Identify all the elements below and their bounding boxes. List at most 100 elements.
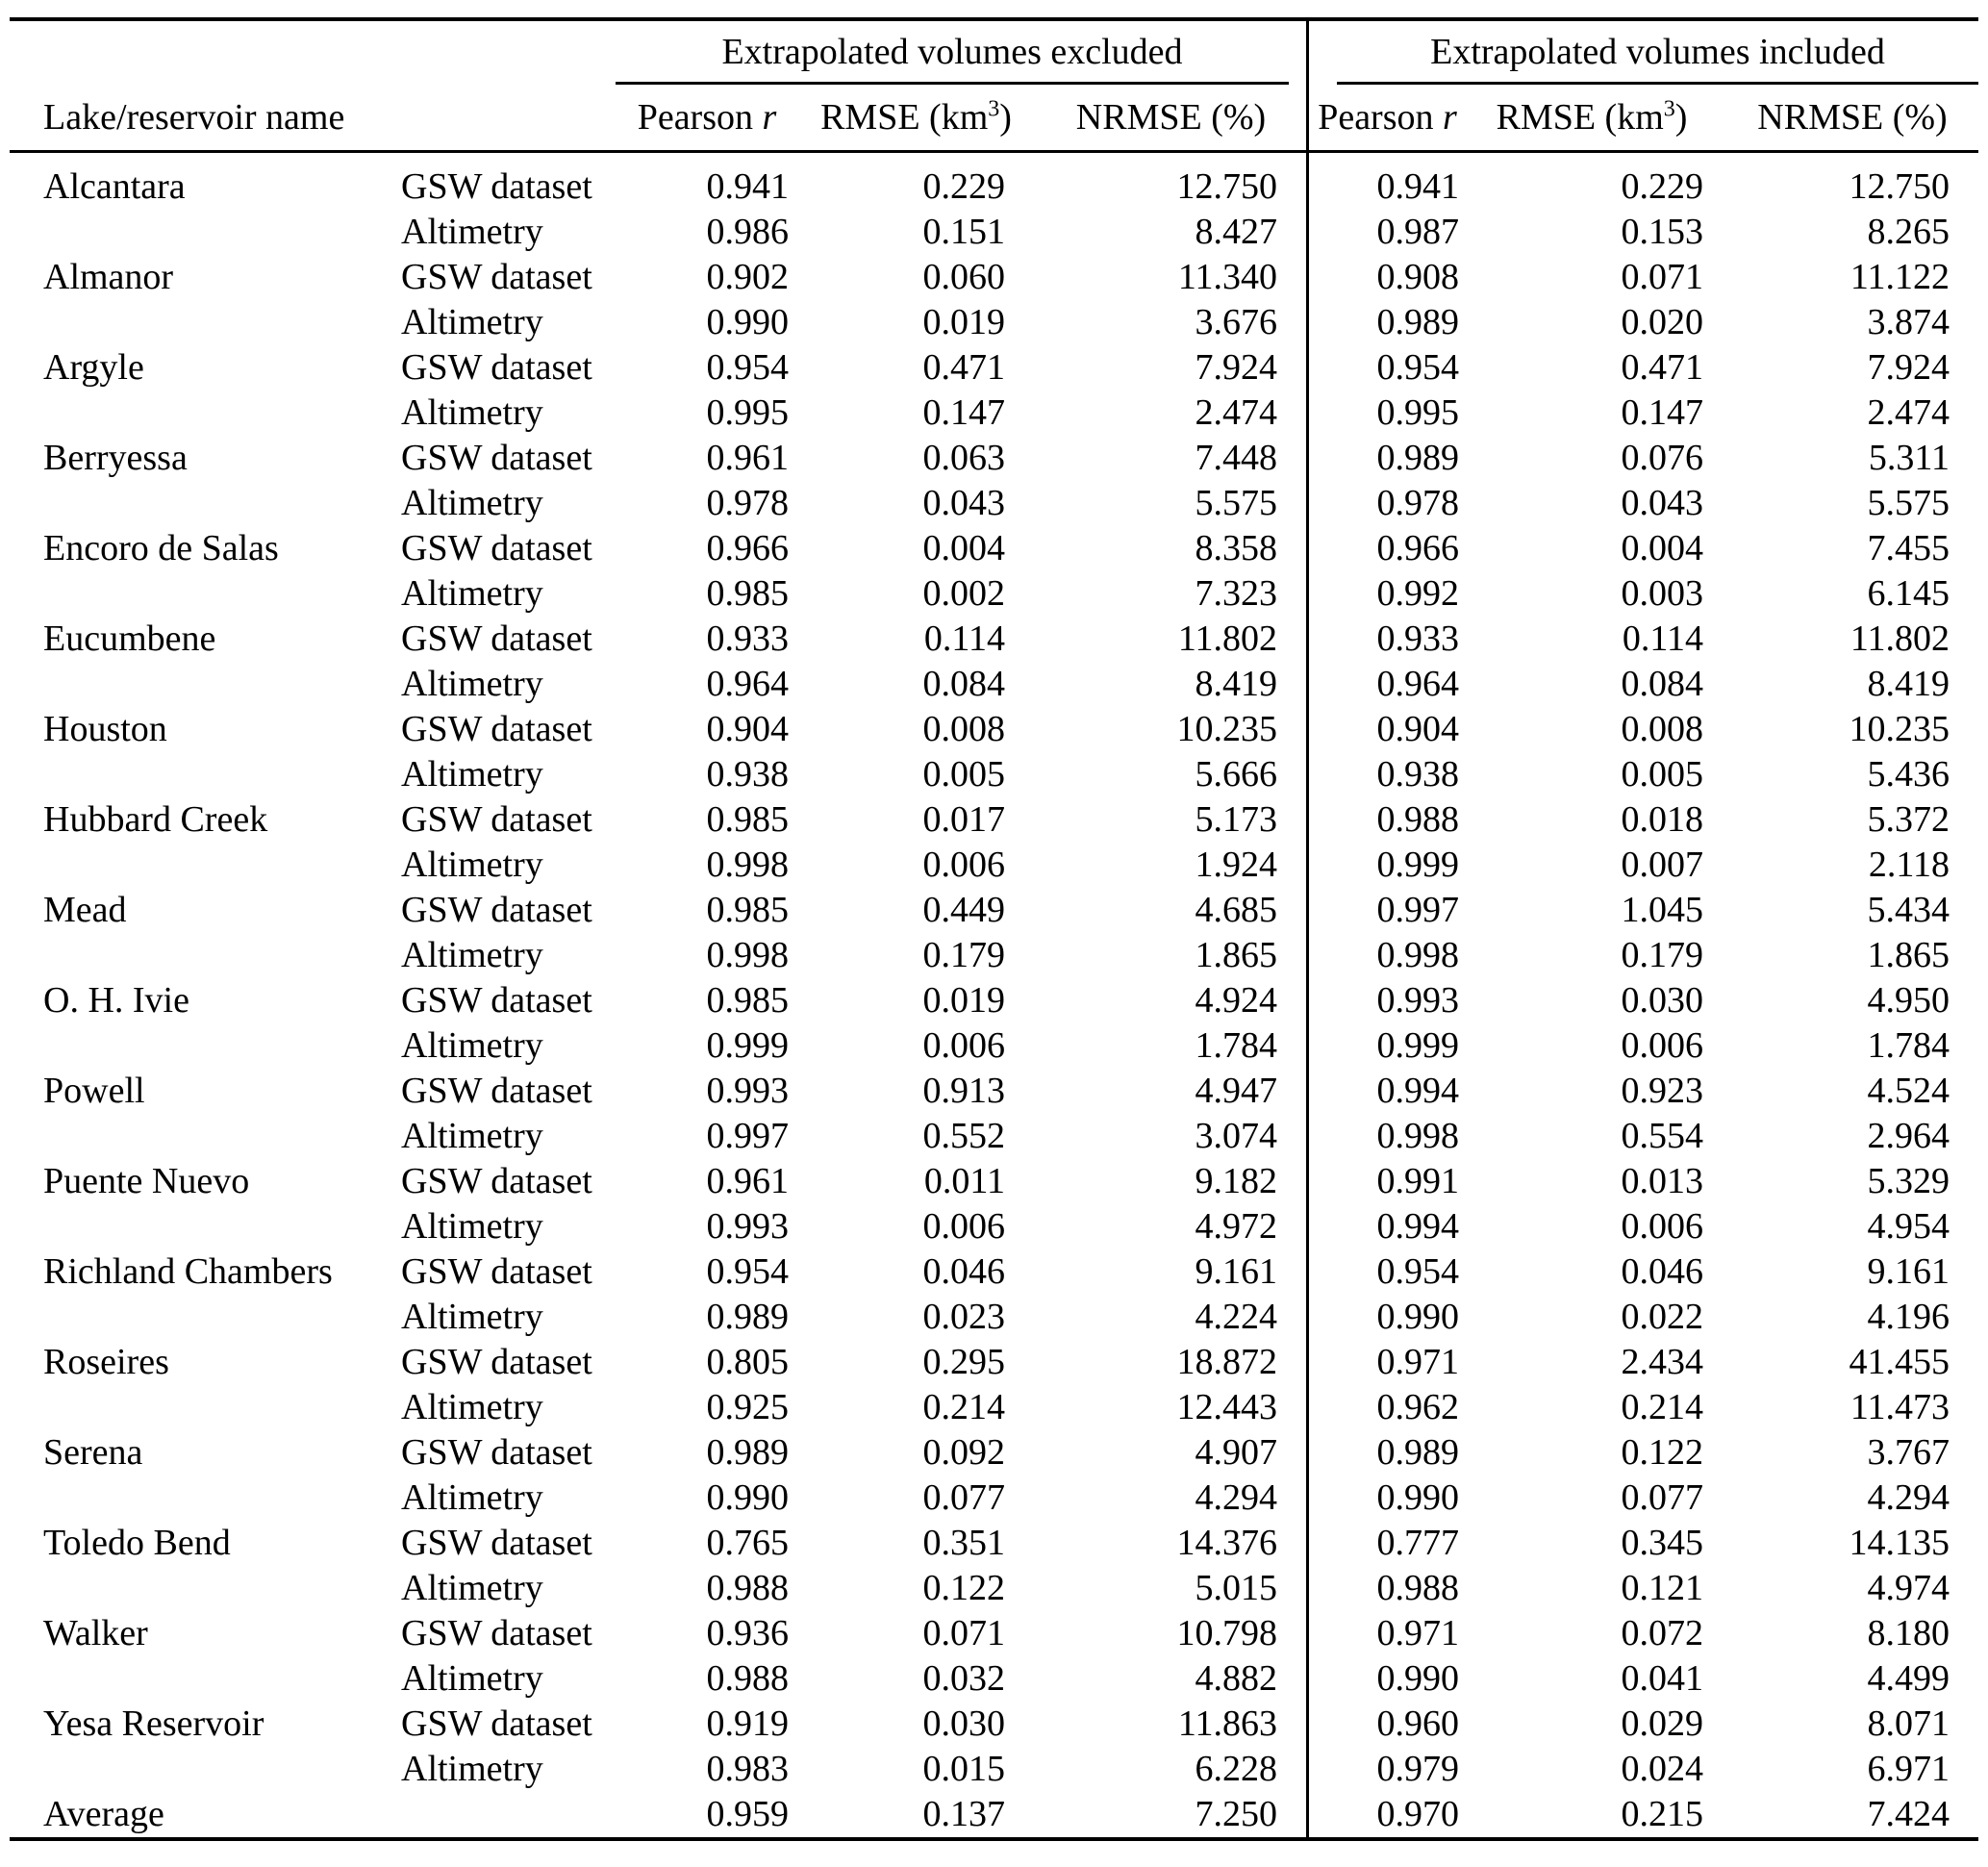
nrmse-included: 3.874 bbox=[1867, 302, 1950, 342]
rmse-excluded: 0.004 bbox=[922, 528, 1006, 568]
pearson-excluded: 0.998 bbox=[706, 845, 790, 885]
rmse-included: 0.046 bbox=[1621, 1251, 1704, 1292]
dataset-label: GSW dataset bbox=[401, 1071, 592, 1111]
pearson-excluded: 0.985 bbox=[706, 573, 790, 614]
pearson-excluded: 0.904 bbox=[706, 709, 790, 749]
table-row: Altimetry 0.997 0.552 3.074 0.998 0.554 … bbox=[0, 1114, 1988, 1159]
nrmse-included: 4.974 bbox=[1867, 1568, 1950, 1608]
nrmse-excluded: 8.427 bbox=[1195, 212, 1278, 252]
rmse-included: 0.006 bbox=[1621, 1206, 1704, 1247]
nrmse-included: 2.964 bbox=[1867, 1116, 1950, 1156]
rmse-excluded: 0.015 bbox=[922, 1749, 1006, 1789]
rmse-excluded: 0.077 bbox=[922, 1477, 1006, 1518]
nrmse-included: 4.950 bbox=[1867, 980, 1950, 1021]
rmse-included: 0.072 bbox=[1621, 1613, 1704, 1653]
col-header-lake-name: Lake/reservoir name bbox=[43, 97, 345, 138]
pearson-excluded: 0.765 bbox=[706, 1523, 790, 1563]
rmse-included: 0.013 bbox=[1621, 1161, 1704, 1201]
nrmse-included: 4.196 bbox=[1867, 1297, 1950, 1337]
nrmse-excluded: 4.882 bbox=[1195, 1658, 1278, 1699]
dataset-label: Altimetry bbox=[401, 212, 543, 252]
rmse-included: 0.345 bbox=[1621, 1523, 1704, 1563]
rmse-superscript: 3 bbox=[1663, 96, 1675, 122]
pearson-excluded: 0.988 bbox=[706, 1658, 790, 1699]
rmse-post: ) bbox=[999, 97, 1012, 138]
rmse-included: 2.434 bbox=[1621, 1342, 1704, 1382]
rmse-included: 0.071 bbox=[1621, 257, 1704, 297]
pearson-excluded: 0.805 bbox=[706, 1342, 790, 1382]
table-row: Altimetry 0.998 0.006 1.924 0.999 0.007 … bbox=[0, 843, 1988, 888]
pearson-excluded: 0.961 bbox=[706, 1161, 790, 1201]
dataset-label: Altimetry bbox=[401, 1206, 543, 1247]
lake-name bbox=[0, 210, 401, 255]
nrmse-excluded: 5.015 bbox=[1195, 1568, 1278, 1608]
rmse-excluded: 0.011 bbox=[923, 1161, 1005, 1201]
lake-name: Eucumbene bbox=[43, 618, 216, 659]
dataset-label: Altimetry bbox=[401, 392, 543, 433]
nrmse-excluded: 4.947 bbox=[1195, 1071, 1278, 1111]
pearson-excluded: 0.989 bbox=[706, 1432, 790, 1473]
nrmse-included: 8.265 bbox=[1867, 212, 1950, 252]
rmse-included: 0.229 bbox=[1621, 166, 1704, 207]
pearson-included: 0.978 bbox=[1376, 483, 1460, 523]
pearson-excluded: 0.919 bbox=[706, 1703, 790, 1744]
lake-name: Roseires bbox=[43, 1342, 169, 1382]
lake-name bbox=[0, 1747, 401, 1792]
rmse-included: 0.153 bbox=[1621, 212, 1704, 252]
table-row: Houston GSW dataset 0.904 0.008 10.235 0… bbox=[0, 707, 1988, 752]
dataset-label: GSW dataset bbox=[401, 1251, 592, 1292]
rmse-excluded: 0.295 bbox=[922, 1342, 1006, 1382]
lake-name bbox=[0, 1204, 401, 1249]
pearson-excluded: 0.993 bbox=[706, 1206, 790, 1247]
dataset-label: GSW dataset bbox=[401, 618, 592, 659]
lake-name bbox=[0, 752, 401, 797]
nrmse-included: 11.122 bbox=[1850, 257, 1950, 297]
nrmse-included: 5.372 bbox=[1867, 799, 1950, 840]
rmse-excluded: 0.122 bbox=[922, 1568, 1006, 1608]
rmse-excluded: 0.147 bbox=[922, 392, 1006, 433]
dataset-label: GSW dataset bbox=[401, 890, 592, 930]
rmse-included: 0.004 bbox=[1621, 528, 1704, 568]
nrmse-included: 5.436 bbox=[1867, 754, 1950, 795]
table-row: Altimetry 0.925 0.214 12.443 0.962 0.214… bbox=[0, 1385, 1988, 1430]
nrmse-excluded: 6.228 bbox=[1195, 1749, 1278, 1789]
rmse-excluded: 0.006 bbox=[922, 1025, 1006, 1066]
rmse-included: 0.471 bbox=[1621, 347, 1704, 388]
lake-name: Alcantara bbox=[43, 166, 186, 207]
dataset-label: GSW dataset bbox=[401, 347, 592, 388]
nrmse-excluded: 12.750 bbox=[1176, 166, 1278, 207]
nrmse-included: 3.767 bbox=[1867, 1432, 1950, 1473]
dataset-label: Altimetry bbox=[401, 935, 543, 975]
rmse-included: 0.030 bbox=[1621, 980, 1704, 1021]
nrmse-excluded: 3.676 bbox=[1195, 302, 1278, 342]
rmse-included: 0.008 bbox=[1621, 709, 1704, 749]
nrmse-included: 4.499 bbox=[1867, 1658, 1950, 1699]
nrmse-excluded: 3.074 bbox=[1195, 1116, 1278, 1156]
rmse-included: 1.045 bbox=[1621, 890, 1704, 930]
nrmse-included: 10.235 bbox=[1849, 709, 1950, 749]
rmse-excluded: 0.071 bbox=[922, 1613, 1006, 1653]
dataset-label: GSW dataset bbox=[401, 1613, 592, 1653]
pearson-excluded: 0.989 bbox=[706, 1297, 790, 1337]
pearson-excluded: 0.961 bbox=[706, 438, 790, 478]
nrmse-included: 5.329 bbox=[1867, 1161, 1950, 1201]
rmse-excluded: 0.032 bbox=[922, 1658, 1006, 1699]
nrmse-excluded: 1.865 bbox=[1195, 935, 1278, 975]
dataset-label: Altimetry bbox=[401, 845, 543, 885]
bottom-rule bbox=[10, 1837, 1978, 1841]
nrmse-excluded: 5.575 bbox=[1195, 483, 1278, 523]
pearson-included: 0.966 bbox=[1376, 528, 1460, 568]
dataset-label: GSW dataset bbox=[401, 1432, 592, 1473]
pearson-word: Pearson bbox=[1318, 97, 1434, 138]
nrmse-included: 11.802 bbox=[1850, 618, 1950, 659]
pearson-excluded: 0.997 bbox=[706, 1116, 790, 1156]
pearson-excluded: 0.936 bbox=[706, 1613, 790, 1653]
nrmse-included: 6.971 bbox=[1867, 1749, 1950, 1789]
dataset-label: GSW dataset bbox=[401, 257, 592, 297]
pearson-included: 0.964 bbox=[1376, 664, 1460, 704]
table-row: Toledo Bend GSW dataset 0.765 0.351 14.3… bbox=[0, 1521, 1988, 1566]
dataset-label: GSW dataset bbox=[401, 166, 592, 207]
rmse-included: 0.003 bbox=[1621, 573, 1704, 614]
dataset-label: Altimetry bbox=[401, 1477, 543, 1518]
rmse-included: 0.022 bbox=[1621, 1297, 1704, 1337]
